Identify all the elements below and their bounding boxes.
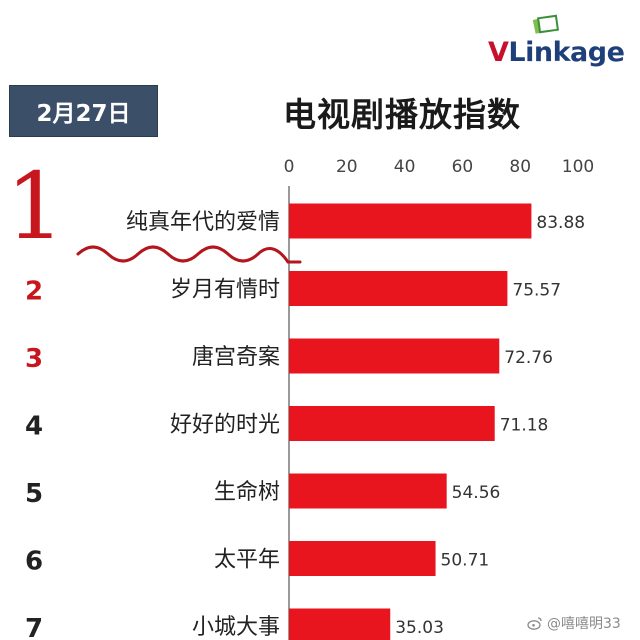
bar — [289, 473, 447, 509]
bar — [289, 608, 391, 640]
rank-number: 5 — [25, 479, 43, 509]
category-label: 小城大事 — [192, 615, 280, 640]
weibo-watermark: @嘻嘻明33 — [527, 613, 621, 633]
logo-text-rest: Linkage — [508, 37, 625, 68]
rank-number: 7 — [25, 614, 43, 640]
squiggle-underline — [76, 245, 302, 264]
value-label: 72.76 — [504, 348, 553, 368]
category-label: 纯真年代的爱情 — [126, 210, 280, 235]
rank-number: 3 — [25, 344, 43, 374]
bar — [289, 271, 508, 306]
rank-number: 1 — [6, 153, 65, 260]
logo-text-v: V — [488, 37, 509, 68]
bar — [289, 406, 495, 441]
x-tick-label: 40 — [394, 157, 416, 177]
value-label: 35.03 — [395, 618, 444, 638]
x-tick-label: 100 — [562, 157, 594, 177]
value-label: 83.88 — [536, 213, 585, 233]
category-label: 生命树 — [214, 480, 280, 505]
rank-number: 2 — [25, 277, 43, 307]
x-tick-label: 60 — [452, 157, 474, 177]
chart-title: 电视剧播放指数 — [283, 95, 521, 134]
watermark-text: @嘻嘻明33 — [547, 616, 621, 632]
x-tick-label: 0 — [284, 157, 295, 177]
vlinkage-logo: V Linkage — [488, 14, 625, 68]
weibo-icon — [527, 617, 542, 630]
x-tick-label: 80 — [509, 157, 531, 177]
value-label: 50.71 — [441, 551, 490, 571]
category-label: 太平年 — [214, 548, 280, 573]
rank-number: 6 — [25, 547, 43, 577]
x-tick-label: 20 — [336, 157, 358, 177]
category-label: 岁月有情时 — [170, 278, 280, 303]
bar — [289, 541, 436, 576]
bar — [289, 338, 500, 374]
date-badge: 2月27日 — [9, 85, 158, 137]
logo-card-icon — [532, 14, 560, 34]
rank-number: 4 — [25, 412, 43, 442]
category-label: 唐宫奇案 — [192, 345, 280, 370]
bar — [289, 203, 532, 239]
value-label: 54.56 — [452, 483, 501, 503]
category-label: 好好的时光 — [170, 413, 280, 438]
value-label: 75.57 — [512, 281, 561, 301]
value-label: 71.18 — [500, 416, 549, 436]
